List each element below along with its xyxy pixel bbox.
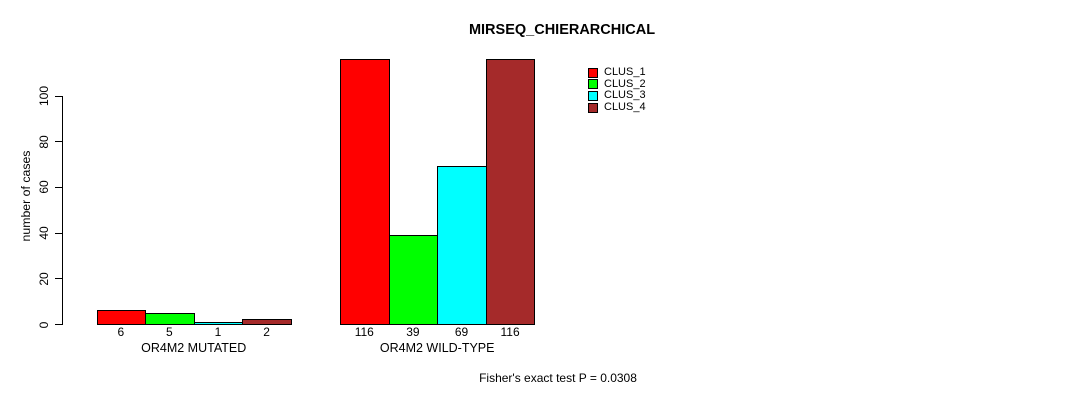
y-axis-line (62, 95, 64, 325)
legend-swatch (588, 102, 598, 113)
bar-value-label: 39 (406, 325, 420, 339)
legend-label: CLUS_2 (604, 77, 646, 90)
legend: CLUS_1 CLUS_2 CLUS_3 CLUS_4 (588, 67, 646, 113)
legend-item: CLUS_2 (588, 77, 646, 91)
y-tick-label: 40 (37, 226, 51, 240)
bar (388, 234, 439, 325)
bar-value-label: 116 (500, 325, 520, 339)
bar-value-label: 116 (354, 325, 374, 339)
bar (485, 58, 536, 325)
bar (242, 319, 292, 325)
legend-label: CLUS_4 (604, 101, 646, 114)
legend-label: CLUS_3 (604, 89, 646, 102)
legend-item: CLUS_4 (588, 102, 646, 114)
y-tick (55, 232, 62, 234)
chart-title: MIRSEQ_CHIERARCHICAL (468, 22, 656, 38)
annotation-text: Fisher's exact test P = 0.0308 (479, 371, 637, 385)
bar (437, 166, 487, 325)
y-tick (55, 278, 62, 280)
bar-value-label: 5 (166, 325, 173, 339)
group-label: OR4M2 WILD-TYPE (379, 340, 495, 355)
y-tick (55, 324, 62, 326)
legend-swatch (588, 67, 598, 78)
legend-swatch (588, 79, 598, 90)
y-tick-label: 20 (37, 272, 51, 286)
bar (340, 58, 390, 325)
legend-label: CLUS_1 (604, 66, 646, 79)
bar-value-label: 1 (214, 325, 222, 339)
legend-item: CLUS_3 (588, 90, 646, 102)
y-tick-label: 100 (37, 85, 51, 107)
y-tick-label: 0 (37, 321, 51, 328)
bar-value-label: 2 (263, 325, 270, 339)
legend-swatch (588, 90, 598, 101)
y-tick-label: 80 (37, 135, 51, 149)
bar-value-label: 6 (117, 325, 125, 339)
y-tick (55, 141, 62, 143)
legend-item: CLUS_1 (588, 67, 646, 79)
bar (145, 312, 195, 325)
bar-value-label: 69 (454, 325, 469, 339)
y-tick-label: 60 (37, 180, 51, 195)
group-label: OR4M2 MUTATED (141, 340, 247, 355)
y-tick (55, 95, 62, 97)
bar (96, 310, 147, 325)
y-tick (55, 186, 62, 189)
